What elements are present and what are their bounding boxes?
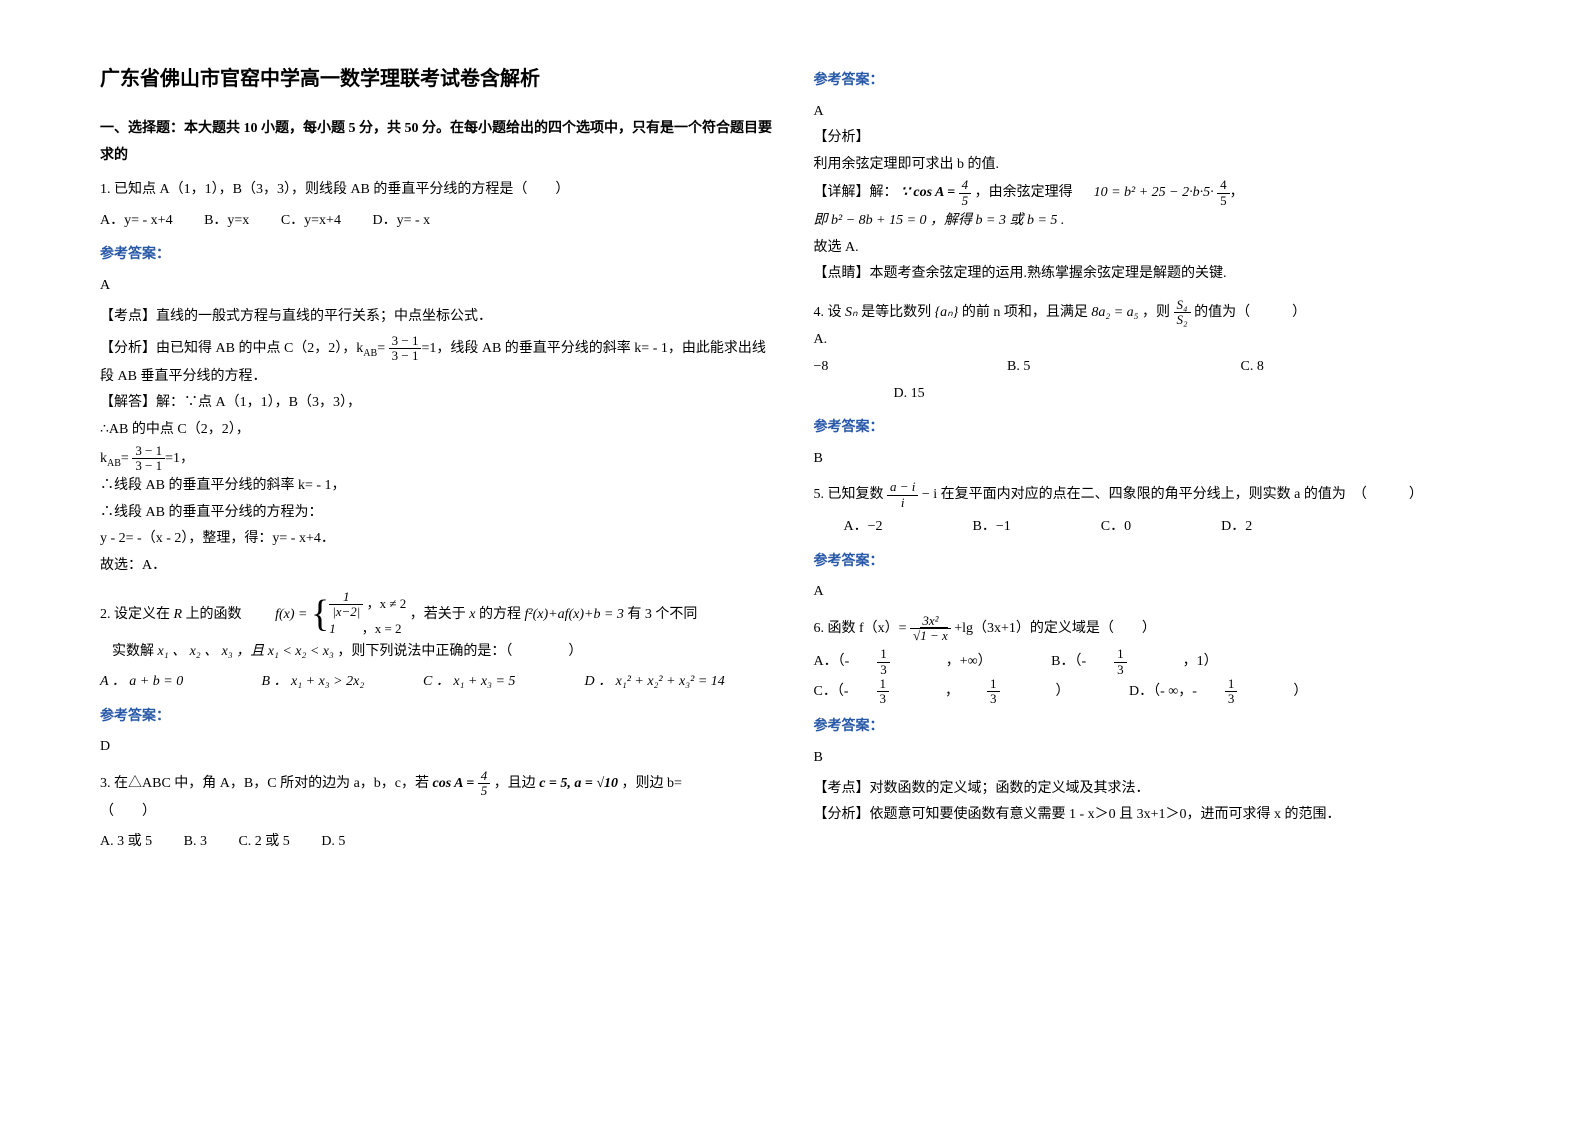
q1-l3: ∴线段 AB 的垂直平分线的斜率 k= - 1， — [100, 473, 774, 500]
q1-kaodian: 【考点】直线的一般式方程与直线的平行关系；中点坐标公式． — [100, 304, 774, 331]
q4-opt-b: B. 5 — [1007, 354, 1237, 381]
q1-fenxi: 【分析】由已知得 AB 的中点 C（2，2），kAB= 3 − 1 3 − 1 … — [100, 334, 774, 390]
q1-l5: y - 2= -（x - 2），整理，得：y= - x+4． — [100, 526, 774, 553]
q3-xiangjie: 【详解】解： ∵ cos A = 45 ，由余弦定理得 10 = b² + 25… — [814, 178, 1488, 208]
q3-dianjing: 【点睛】本题考查余弦定理的运用.熟练掌握余弦定理是解题的关键. — [814, 261, 1488, 288]
q4: 4. 设 Sₙ 是等比数列 {aₙ} 的前 n 项和，且满足 8a₂ = a₅ … — [814, 298, 1488, 328]
q2-opt-c: C ． x₁ + x₃ = 5 — [423, 669, 553, 696]
q1-l2: kAB= 3 − 1 3 − 1 =1， — [100, 444, 774, 474]
q4-optA-label: A. — [814, 327, 1488, 354]
q6-options: A．（-13，+∞） B．（-13，1） C．（-13，13） D．（- ∞，-… — [814, 647, 1488, 706]
q3-answer-label: 参考答案： — [814, 68, 1488, 95]
q1-frac1: 3 − 1 3 − 1 — [389, 334, 422, 364]
q3-answer: A — [814, 99, 1488, 126]
q3-cosA: cos A = 45 — [433, 776, 494, 791]
q4-answer-label: 参考答案： — [814, 415, 1488, 442]
q1-opt-c: C．y=x+4 — [281, 208, 341, 235]
q3-blank: （ ） — [100, 799, 774, 826]
q3-options: A. 3 或 5 B. 3 C. 2 或 5 D. 5 — [100, 829, 774, 856]
q6-opt-d: D．（- ∞，-13） — [1129, 677, 1335, 707]
q4-opt-d: D. 15 — [894, 381, 1488, 408]
q5-opt-c: C．0 — [1101, 514, 1131, 541]
q5-answer: A — [814, 579, 1488, 606]
q1-l2-post: =1， — [165, 451, 194, 466]
q6-answer: B — [814, 745, 1488, 772]
q2-answer: D — [100, 734, 774, 761]
right-column: 参考答案： A 【分析】 利用余弦定理即可求出 b 的值. 【详解】解： ∵ c… — [794, 60, 1508, 1062]
q1-l4: ∴线段 AB 的垂直平分线的方程为： — [100, 500, 774, 527]
q1-answer: A — [100, 273, 774, 300]
ab-sub2: AB — [107, 457, 121, 468]
q1-frac2: 3 − 1 3 − 1 — [132, 444, 165, 474]
q1-l6: 故选：A． — [100, 553, 774, 580]
page-title: 广东省佛山市官窑中学高一数学理联考试卷含解析 — [100, 60, 774, 98]
q5-opt-a: A．−2 — [844, 514, 883, 541]
q1-jieda: 【解答】解：∵点 A（1，1），B（3，3）， — [100, 390, 774, 417]
left-column: 广东省佛山市官窑中学高一数学理联考试卷含解析 一、选择题：本大题共 10 小题，… — [80, 60, 794, 1062]
q2: 2. 设定义在 R 上的函数 f(x) = { 1|x−2| ，x ≠ 2 1 … — [100, 590, 774, 761]
q5-opt-d: D．2 — [1221, 514, 1252, 541]
q3: 3. 在△ABC 中，角 A，B，C 所对的边为 a，b，c，若 cos A =… — [100, 769, 774, 799]
q2-answer-label: 参考答案： — [100, 704, 774, 731]
q2-opt-b: B ． x₁ + x₃ > 2x₂ — [262, 669, 392, 696]
q3-fenxi-label: 【分析】 — [814, 125, 1488, 152]
q5-options: A．−2 B．−1 C．0 D．2 — [844, 514, 1488, 541]
q2-opt-d: D ． x₁² + x₂² + x₃² = 14 — [585, 669, 725, 696]
q6-opt-b: B．（-13，1） — [1051, 647, 1246, 677]
q1-l1: ∴AB 的中点 C（2，2）， — [100, 417, 774, 444]
q2-line2: 实数解 x₁ 、 x₂ 、 x₃ ，且 x₁ < x₂ < x₃ ，则下列说法中… — [112, 639, 774, 666]
q3-opt-a: A. 3 或 5 — [100, 829, 152, 856]
q1-l2-pre: k — [100, 451, 107, 466]
q1-answer-label: 参考答案： — [100, 242, 774, 269]
q6-opt-c: C．（-13，13） — [814, 677, 1098, 707]
q1-options: A．y= - x+4 B．y=x C．y=x+4 D．y= - x — [100, 208, 774, 235]
q2-line1: 2. 设定义在 R 上的函数 f(x) = { 1|x−2| ，x ≠ 2 1 … — [100, 590, 774, 639]
q5-opt-b: B．−1 — [973, 514, 1011, 541]
q3-fenxi-body: 利用余弦定理即可求出 b 的值. — [814, 152, 1488, 179]
q3-eqline: 即 b² − 8b + 15 = 0 ，解得 b = 3 或 b = 5 . — [814, 208, 1488, 235]
ab-sub: AB — [363, 348, 377, 359]
q3-opt-c: C. 2 或 5 — [238, 829, 289, 856]
q3-guxuan: 故选 A. — [814, 235, 1488, 262]
q1-opt-a: A．y= - x+4 — [100, 208, 173, 235]
q6-answer-label: 参考答案： — [814, 714, 1488, 741]
q2-piecewise: f(x) = { 1|x−2| ，x ≠ 2 1 ，x = 2 — [275, 590, 406, 639]
q5-answer-label: 参考答案： — [814, 549, 1488, 576]
q4-answer: B — [814, 446, 1488, 473]
section-1-heading: 一、选择题：本大题共 10 小题，每小题 5 分，共 50 分。在每小题给出的四… — [100, 116, 774, 169]
q1-opt-d: D．y= - x — [372, 208, 430, 235]
q4-opt-c: C. 8 — [1241, 354, 1264, 381]
q2-opt-a: A ． a + b = 0 — [100, 669, 230, 696]
q2-options: A ． a + b = 0 B ． x₁ + x₃ > 2x₂ C ． x₁ +… — [100, 669, 774, 696]
q6: 6. 函数 f（x）= 3x² √1 − x +lg（3x+1）的定义域是（ ） — [814, 614, 1488, 644]
q3-opt-b: B. 3 — [184, 829, 207, 856]
q6-opt-a: A．（-13，+∞） — [814, 647, 1020, 677]
q6-fenxi: 【分析】依题意可知要使函数有意义需要 1 - x＞0 且 3x+1＞0，进而可求… — [814, 802, 1488, 829]
q4-opts-row: −8 B. 5 C. 8 — [814, 354, 1488, 381]
q6-kaodian: 【考点】对数函数的定义域；函数的定义域及其求法． — [814, 776, 1488, 803]
q1-opt-b: B．y=x — [204, 208, 249, 235]
q5: 5. 已知复数 a − ii − i 在复平面内对应的点在二、四象限的角平分线上… — [814, 480, 1488, 510]
q1-fx-pre: 【分析】由已知得 AB 的中点 C（2，2），k — [100, 341, 363, 356]
q1-stem: 1. 已知点 A（1，1），B（3，3），则线段 AB 的垂直平分线的方程是（ … — [100, 177, 774, 204]
q3-opt-d: D. 5 — [321, 829, 345, 856]
q4-opt-a: −8 — [814, 354, 1004, 381]
